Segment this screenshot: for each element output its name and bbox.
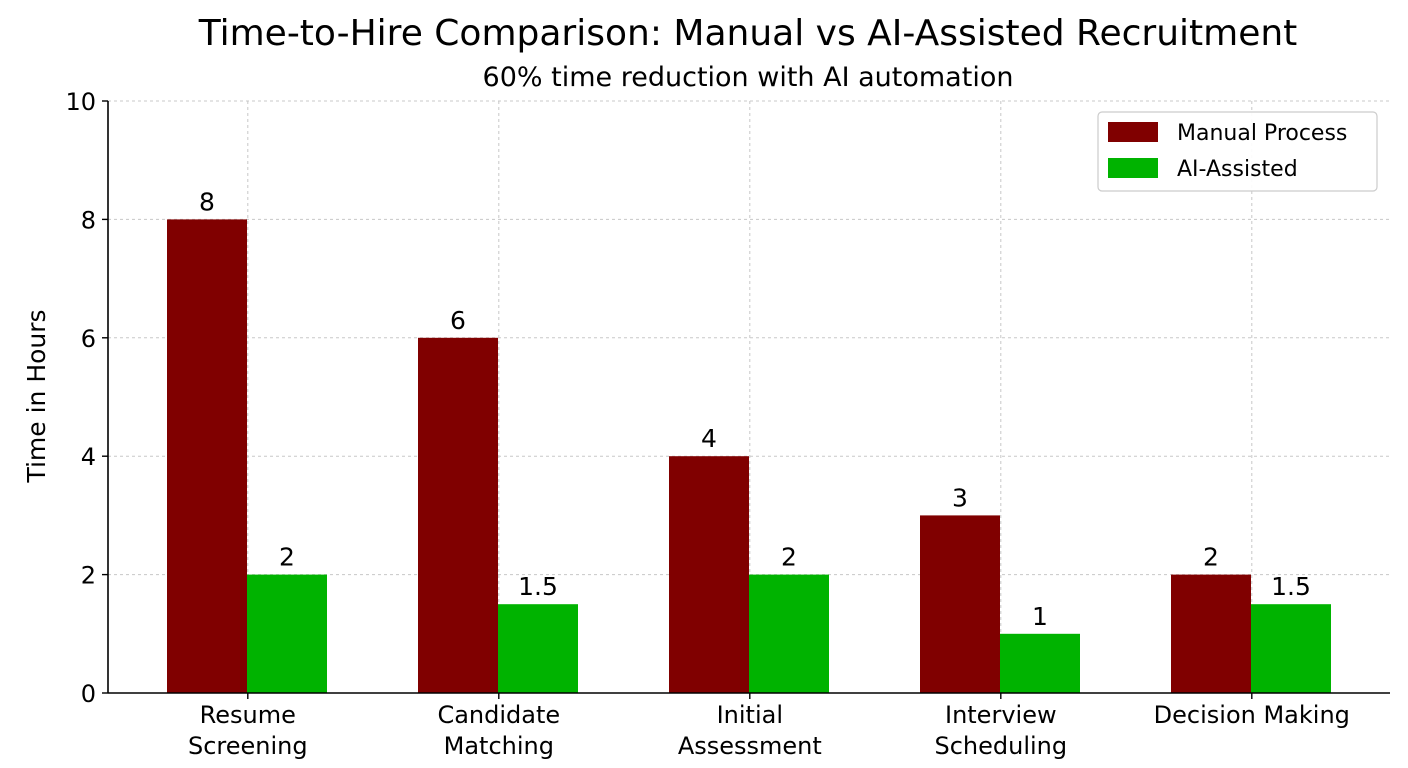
bar-ai-assisted — [749, 574, 829, 693]
bar-value-label: 2 — [781, 543, 797, 572]
bar-ai-assisted — [1000, 633, 1080, 693]
x-tick-label: Matching — [444, 732, 554, 760]
bar-value-label: 2 — [279, 543, 295, 572]
legend-label-ai-assisted: AI-Assisted — [1177, 157, 1298, 182]
legend-label-manual: Manual Process — [1177, 121, 1347, 146]
legend-swatch-manual — [1108, 122, 1158, 142]
bar-value-label: 2 — [1203, 543, 1219, 572]
y-tick-label: 4 — [81, 443, 96, 471]
bar-value-label: 1.5 — [1271, 572, 1311, 601]
y-axis-label: Time in Hours — [22, 309, 51, 483]
bars — [167, 219, 1331, 693]
bar-value-label: 3 — [952, 483, 968, 512]
legend-swatch-ai-assisted — [1108, 158, 1158, 178]
bar-value-label: 1 — [1032, 602, 1048, 631]
chart-title: Time-to-Hire Comparison: Manual vs AI-As… — [198, 13, 1298, 54]
bar-ai-assisted — [498, 604, 578, 693]
legend-box — [1097, 111, 1378, 192]
x-tick-label: Initial — [717, 701, 783, 729]
bar-ai-assisted — [247, 574, 327, 693]
y-tick-label: 8 — [81, 206, 96, 234]
legend: Manual Process AI-Assisted — [1097, 111, 1378, 192]
bar-value-label: 8 — [199, 187, 215, 216]
bar-manual — [920, 515, 1000, 693]
chart-subtitle: 60% time reduction with AI automation — [483, 62, 1014, 93]
y-tick-label: 2 — [81, 562, 96, 590]
value-labels: 8 6 4 3 2 2 1.5 2 1 1.5 — [199, 187, 1311, 630]
x-tick-label: Screening — [188, 732, 308, 760]
bar-value-label: 6 — [450, 306, 466, 335]
x-tick-label: Assessment — [678, 732, 822, 760]
bar-manual — [167, 219, 247, 693]
x-tick-label: Decision Making — [1154, 701, 1350, 729]
bar-ai-assisted — [1251, 604, 1331, 693]
x-tick-label: Resume — [200, 701, 296, 729]
bar-value-label: 4 — [701, 424, 717, 453]
bar-manual — [1171, 574, 1251, 693]
y-tick-label: 0 — [81, 680, 96, 708]
bar-manual — [669, 456, 749, 693]
bar-value-label: 1.5 — [518, 572, 558, 601]
x-tick-label: Candidate — [437, 701, 560, 729]
y-tick-label: 10 — [65, 88, 96, 116]
x-tick-label: Interview — [945, 701, 1057, 729]
axes: 0 2 4 6 8 10 Resume Screening Candidate Matching I… — [65, 88, 1390, 760]
y-tick-label: 6 — [81, 325, 96, 353]
bar-manual — [418, 337, 498, 693]
x-tick-label: Scheduling — [934, 732, 1067, 760]
